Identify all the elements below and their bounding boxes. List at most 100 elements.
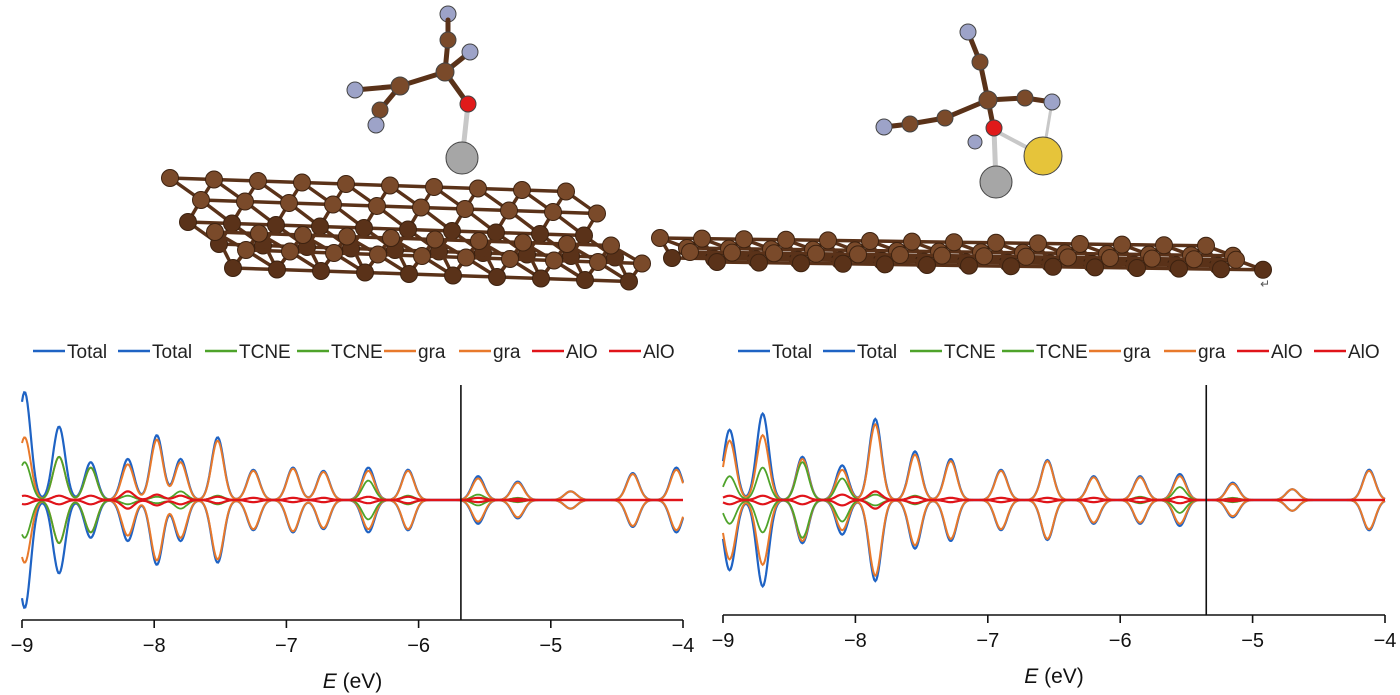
series-gra-spin-up-line [722,422,1386,502]
x-tick-label: −7 [275,635,298,657]
aluminum-atom [979,165,1013,199]
left-sheet-bottom-carbon-atom [558,235,576,253]
left-sheet-top-carbon-atom [513,181,531,199]
left-sheet-top-carbon-atom [324,195,342,214]
left-sheet-top-carbon-atom [179,213,197,231]
x-tick-label: −4 [672,635,695,657]
series-alo-spin-down-line [21,498,683,510]
chart-legend: Total Total TCNE TCNE gra gra AlO AlO [738,342,1380,363]
series-total-spin-up-line [20,390,685,502]
left-sheet-top-carbon-atom [399,220,417,239]
dos-chart-right: Total Total TCNE TCNE gra gra AlO AlO −9 −8 −7 −6 −5… [712,342,1397,688]
left-sheet-bottom-carbon-atom [514,233,532,252]
carbon-atom [936,109,954,127]
carbon-atom [435,62,455,82]
hydrogen-like-atom [959,23,977,41]
left-sheet-top-carbon-atom [267,216,285,234]
left-sheet-bottom-carbon-atom [545,251,563,270]
right-sheet-top-carbon-atom [1155,236,1173,255]
right-sheet-bottom-carbon-atom [918,256,936,274]
x-tick-label: −8 [844,630,867,652]
legend-label-tcne: TCNE [1036,342,1088,363]
legend-label-total: Total [67,342,107,363]
left-sheet-top-carbon-atom [236,192,254,211]
series-total-spin-up-line [721,411,1386,502]
right-sheet-bottom-carbon-atom [876,255,894,274]
hydrogen-like-atom [367,116,385,134]
hydrogen-like-atom [875,118,893,136]
right-sheet-top-carbon-atom [693,229,711,248]
left-sheet-bottom-carbon-atom [400,265,418,283]
left-sheet-bottom-carbon-atom [206,223,224,241]
left-sheet-bottom-carbon-atom [532,269,550,288]
x-tick-label: −6 [407,635,430,657]
left-sheet-top-carbon-atom [205,170,223,189]
left-sheet-bottom-carbon-atom [501,250,519,268]
hydrogen-like-atom [461,43,479,61]
left-sheet-top-carbon-atom [337,175,355,193]
x-tick-label: −7 [976,630,999,652]
left-sheet-bottom-carbon-atom [602,236,620,255]
x-tick-label: −9 [11,635,34,657]
left-sheet-top-carbon-atom [557,182,575,201]
left-sheet-top-carbon-atom [311,217,329,236]
left-sheet-bottom-carbon-atom [589,253,607,271]
right-sheet-bottom-carbon-atom [933,246,951,265]
carbon-atom [901,115,919,133]
left-sheet-top-carbon-atom [588,204,606,223]
right-sheet-bottom-carbon-atom [1227,250,1245,269]
legend-label-tcne: TCNE [944,342,996,363]
left-structure [161,5,651,291]
series-gra-spin-down-line [722,498,1386,578]
left-sheet-top-carbon-atom [443,222,461,240]
right-sheet-top-carbon-atom [1113,235,1131,254]
right-sheet-top-carbon-atom [1029,234,1047,253]
right-sheet-top-carbon-atom [735,230,753,249]
left-sheet-top-carbon-atom [161,169,179,187]
left-sheet-top-carbon-atom [425,178,443,196]
legend-label-total: Total [772,342,812,363]
left-sheet-bottom-carbon-atom [237,241,255,259]
legend-label-gra: gra [493,342,521,363]
left-sheet-bottom-carbon-atom [224,259,242,277]
right-sheet-bottom-carbon-atom [960,256,978,275]
legend-label-gra: gra [1123,342,1151,363]
left-sheet-top-carbon-atom [381,176,399,195]
right-sheet-bottom-carbon-atom [1143,249,1161,268]
right-sheet-top-carbon-atom [651,229,669,247]
x-tick-label: −9 [712,630,735,652]
x-tick-label: −6 [1109,630,1132,652]
carbon-atom [390,76,410,96]
left-sheet-top-carbon-atom [192,191,210,209]
left-sheet-bottom-carbon-atom [268,260,286,279]
right-sheet-top-carbon-atom [663,249,681,267]
right-sheet-top-carbon-atom [777,230,795,249]
right-sheet-bottom-carbon-atom [765,244,783,263]
legend-label-tcne: TCNE [239,342,291,363]
hydrogen-like-atom [1043,93,1061,111]
right-sheet-bottom-carbon-atom [1212,260,1230,279]
right-structure [651,23,1272,279]
left-sheet-bottom-carbon-atom [294,226,312,244]
left-sheet-top-carbon-atom [249,172,267,190]
legend-label-tcne: TCNE [331,342,383,363]
x-tick-label: −4 [1374,630,1397,652]
series-gra-spin-up-line [21,436,684,501]
right-sheet-top-carbon-atom [945,233,963,252]
left-sheet-bottom-carbon-atom [444,266,462,285]
left-sheet-bottom-carbon-atom [338,227,356,246]
right-sheet-bottom-carbon-atom [891,246,909,264]
left-sheet-bottom-carbon-atom [250,224,268,243]
left-sheet-top-carbon-atom [293,173,311,192]
right-sheet-top-carbon-atom [1197,236,1215,255]
legend-label-gra: gra [418,342,446,363]
right-sheet-bottom-carbon-atom [1017,247,1035,266]
right-sheet-top-carbon-atom [1071,235,1089,253]
right-sheet-bottom-carbon-atom [681,243,699,261]
x-tick-label: −5 [539,635,562,657]
right-sheet-top-carbon-atom [987,233,1005,252]
sulfur-atom [1023,136,1063,176]
corner-mark: ↵ [1260,277,1270,291]
left-sheet-top-carbon-atom [575,226,593,245]
